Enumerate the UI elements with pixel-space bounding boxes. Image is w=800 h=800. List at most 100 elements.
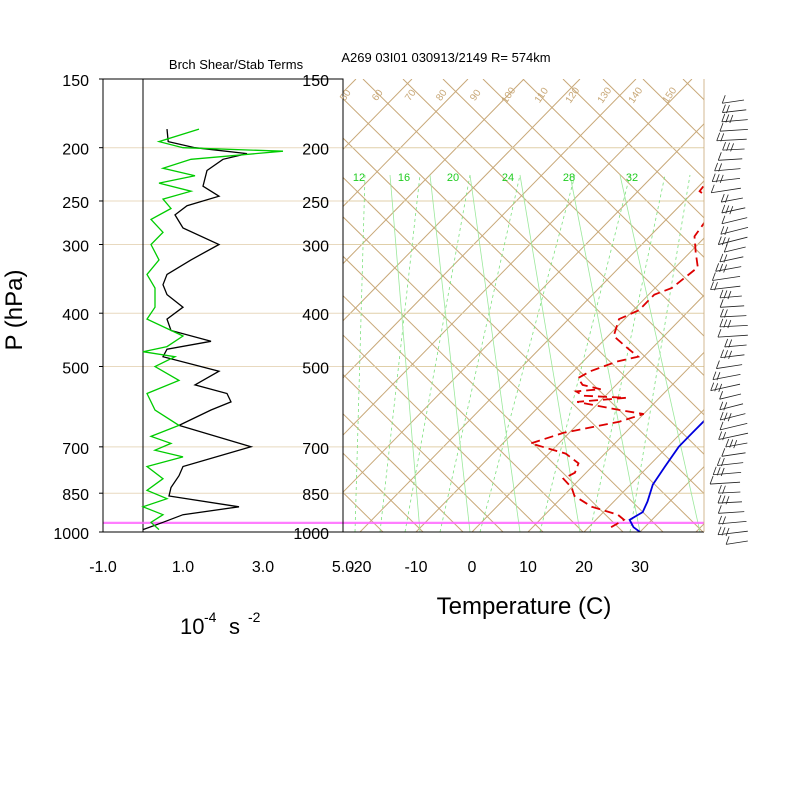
pressure-tick-label-left: 700 bbox=[62, 441, 89, 458]
chart-title: A269 03I01 030913/2149 R= 574km bbox=[341, 50, 550, 65]
skewt-series bbox=[527, 183, 704, 532]
isotherm-label: 150 bbox=[661, 85, 680, 105]
isotherm-label: 110 bbox=[533, 86, 551, 106]
shear-panel-series bbox=[141, 128, 284, 531]
temperature-x-tick-label: 20 bbox=[575, 559, 593, 576]
dry-adiabat-line bbox=[362, 79, 704, 416]
dry-adiabat-line bbox=[442, 79, 704, 337]
dry-adiabat-line bbox=[682, 79, 704, 101]
pressure-tick-label-right: 400 bbox=[302, 307, 329, 324]
wind-barb bbox=[721, 95, 745, 104]
dry-adiabat-line bbox=[343, 216, 664, 532]
wind-barb bbox=[723, 244, 746, 253]
isotherm-line bbox=[343, 79, 693, 436]
wind-barb bbox=[717, 236, 748, 246]
temperature-x-tick-label: 0 bbox=[468, 559, 477, 576]
pressure-tick-label-left: 850 bbox=[62, 487, 89, 504]
wind-barb bbox=[724, 338, 747, 348]
wind-barb bbox=[722, 141, 745, 152]
mixing-ratio-line bbox=[379, 174, 421, 532]
isotherm-line bbox=[639, 465, 704, 532]
isotherm-label: 50 bbox=[338, 87, 354, 103]
mixing-ratio-line bbox=[439, 174, 521, 532]
skewt-shaded-band bbox=[343, 521, 704, 524]
isotherm-line bbox=[343, 79, 525, 265]
isotherm-label: 70 bbox=[403, 87, 419, 103]
temperature-axis-label: Temperature (C) bbox=[437, 593, 612, 620]
isotherm-label: 140 bbox=[627, 85, 646, 105]
mixing-ratio-line bbox=[404, 174, 471, 532]
shear-panel-title: Brch Shear/Stab Terms bbox=[169, 57, 304, 72]
pressure-tick-label-left: 400 bbox=[62, 307, 89, 324]
wind-barb bbox=[710, 382, 741, 392]
dry-adiabat-line bbox=[0, 79, 303, 532]
wind-barb bbox=[717, 328, 748, 338]
skewt-series-dewpoint bbox=[527, 183, 704, 528]
dry-adiabat-line bbox=[0, 79, 263, 532]
shear-shaded-band bbox=[103, 521, 343, 524]
wind-barb bbox=[710, 184, 741, 194]
moist-adiabat-line bbox=[469, 174, 521, 532]
wind-barb bbox=[719, 289, 742, 300]
shear-axis-label-unit-exp: -2 bbox=[248, 609, 261, 625]
dry-adiabat-line bbox=[343, 255, 624, 532]
mixing-ratio-label: 20 bbox=[447, 172, 459, 184]
pressure-tick-label-right: 850 bbox=[302, 487, 329, 504]
wind-barb bbox=[720, 226, 749, 236]
wind-barb bbox=[719, 401, 744, 411]
wind-barb bbox=[719, 421, 748, 431]
wind-barb bbox=[711, 173, 741, 183]
wind-barb bbox=[716, 132, 747, 142]
mixing-ratio-label: 12 bbox=[353, 172, 365, 184]
pressure-tick-label-right: 500 bbox=[302, 360, 329, 377]
wind-barb bbox=[721, 204, 746, 215]
temperature-x-tick-label: -10 bbox=[404, 559, 427, 576]
temperature-x-tick-label: 10 bbox=[519, 559, 537, 576]
isotherm-label: 100 bbox=[500, 85, 519, 105]
pressure-tick-label-right: 700 bbox=[302, 441, 329, 458]
shear-x-ticks: -1.0 1.0 3.0 5.0 bbox=[89, 559, 354, 576]
isotherm-line bbox=[471, 294, 704, 532]
pressure-tick-label-left: 1000 bbox=[53, 526, 89, 543]
isotherm-label: 130 bbox=[596, 85, 615, 105]
wind-barb bbox=[720, 193, 743, 203]
isotherm-line bbox=[359, 180, 704, 532]
wind-barb bbox=[717, 494, 742, 505]
wind-barb bbox=[718, 515, 747, 525]
isotherm-line bbox=[343, 79, 581, 322]
wind-barb bbox=[712, 272, 741, 281]
shear-x-tick-label: 5.0 bbox=[332, 559, 354, 576]
moist-adiabat-line bbox=[429, 174, 471, 532]
shear-series-line-0 bbox=[142, 129, 254, 531]
mixing-ratio-label: 16 bbox=[398, 172, 410, 184]
wind-barb bbox=[725, 438, 748, 449]
dry-adiabat-line bbox=[343, 294, 584, 532]
shear-axis-label-unit: s bbox=[229, 614, 240, 639]
isotherm-line bbox=[583, 408, 704, 532]
wind-barb bbox=[720, 349, 745, 359]
dry-adiabat-line bbox=[343, 137, 704, 495]
isotherm-label: 120 bbox=[564, 85, 583, 105]
pressure-tick-label-right: 200 bbox=[302, 142, 329, 159]
pressure-tick-label-right: 250 bbox=[302, 195, 329, 212]
moist-adiabat-line bbox=[389, 174, 421, 532]
dry-adiabat-line bbox=[562, 79, 704, 219]
wind-barb bbox=[716, 360, 743, 369]
wind-barb bbox=[722, 104, 747, 114]
skewt-shaded-band-rect bbox=[343, 521, 704, 524]
pressure-tick-label-left: 250 bbox=[62, 195, 89, 212]
wind-barb bbox=[720, 308, 747, 318]
isotherm-label: 60 bbox=[370, 87, 386, 103]
shear-axis-label-base: 10 bbox=[180, 614, 204, 639]
dry-adiabat-line bbox=[522, 79, 704, 258]
skewt-series-temperature bbox=[628, 419, 704, 532]
mixing-ratio-label: 24 bbox=[502, 172, 514, 184]
moist-adiabat-line bbox=[619, 174, 701, 532]
wind-barb bbox=[719, 253, 744, 263]
dry-adiabat-line bbox=[343, 373, 504, 532]
wind-barb bbox=[719, 123, 748, 132]
mixing-ratio-line bbox=[354, 174, 366, 532]
pressure-tick-label-right: 300 bbox=[302, 239, 329, 256]
shear-x-tick-label: 1.0 bbox=[172, 559, 194, 576]
